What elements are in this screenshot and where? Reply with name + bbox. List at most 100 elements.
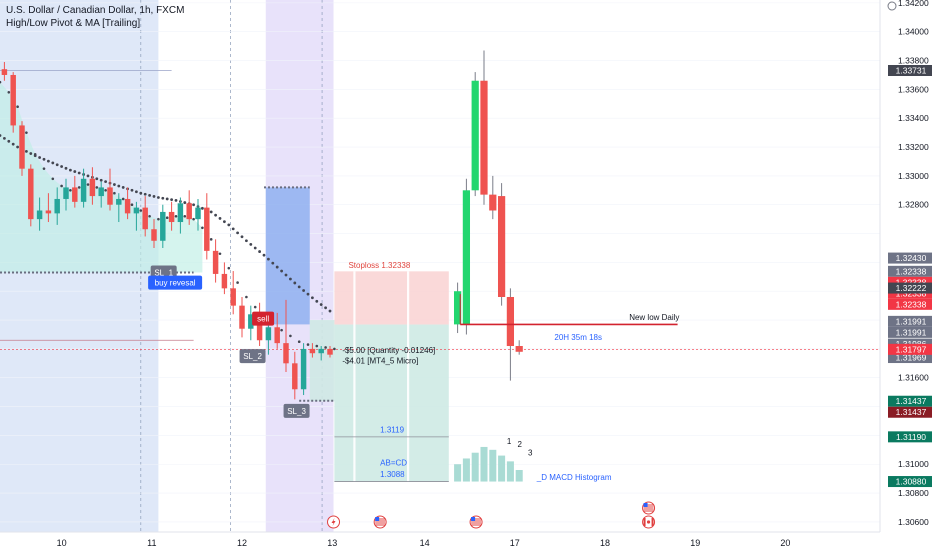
price-badge-box bbox=[888, 298, 932, 310]
candle-23 bbox=[204, 193, 210, 260]
price-badge-box bbox=[888, 406, 932, 418]
ma-slow-dot bbox=[113, 183, 116, 186]
price-badge-box bbox=[888, 352, 932, 364]
candle-18 bbox=[160, 204, 166, 248]
candle-42 bbox=[489, 175, 497, 220]
stoploss-label: Stoploss 1.32338 bbox=[348, 261, 410, 270]
sl-3-tag-box bbox=[283, 403, 310, 418]
ma-fast-dot bbox=[104, 189, 107, 192]
candle-7 bbox=[63, 178, 69, 211]
candle-body bbox=[506, 296, 515, 347]
ma-slow-dot bbox=[218, 217, 222, 220]
candle-body bbox=[10, 74, 16, 126]
ma-slow-dot bbox=[11, 142, 15, 146]
ma-fast-dot bbox=[201, 226, 204, 230]
ma-fast-dot bbox=[324, 346, 327, 349]
y-tick-label-14: 1.33400 bbox=[898, 113, 929, 123]
macd-bar-1 bbox=[462, 458, 470, 482]
candle-10 bbox=[89, 167, 96, 205]
ma-fast-dot bbox=[209, 238, 213, 241]
ma-fast-dot bbox=[165, 216, 169, 220]
wave-label-2: 2 bbox=[517, 440, 522, 449]
ma-slow-dot bbox=[297, 285, 301, 289]
price-badge-box bbox=[888, 265, 932, 277]
ma-slow-dot bbox=[271, 261, 275, 265]
price-badge-11: 1.31797 bbox=[888, 343, 932, 355]
ma-slow-dot bbox=[152, 195, 156, 198]
ma-slow-dot bbox=[0, 134, 2, 137]
candle-25 bbox=[221, 262, 228, 295]
ca-flag-icon bbox=[642, 515, 656, 529]
ma-fast-dot bbox=[51, 177, 55, 181]
price-badge-box bbox=[888, 315, 932, 327]
ma-fast-dot bbox=[60, 184, 63, 188]
ma-slow-dot bbox=[135, 190, 138, 194]
y-tick-label-16: 1.33800 bbox=[898, 56, 929, 66]
wave-label-1: 1 bbox=[507, 437, 512, 446]
price-badge-12: 1.31437 bbox=[888, 395, 932, 407]
ma-fast-dot bbox=[148, 214, 151, 218]
ma-slow-dot bbox=[324, 306, 327, 310]
x-tick-label-0: 10 bbox=[57, 538, 67, 548]
candle-4 bbox=[36, 197, 43, 231]
ma-slow-dot bbox=[328, 309, 332, 313]
ma-fast-dot bbox=[174, 214, 178, 218]
price-badge-text: 1.31437 bbox=[896, 407, 927, 417]
ma-slow-dot bbox=[231, 227, 235, 231]
price-badge-3: 1.32338 bbox=[888, 276, 932, 288]
candle-body bbox=[89, 178, 96, 197]
ma-slow-dot bbox=[143, 192, 147, 196]
ma-slow-dot bbox=[253, 246, 257, 250]
candle-39 bbox=[462, 178, 471, 335]
new-low-label: New low Daily bbox=[629, 313, 679, 322]
candle-37 bbox=[327, 346, 333, 358]
ma-slow-dot bbox=[161, 196, 165, 200]
price-badge-5: 1.32338 bbox=[888, 298, 932, 310]
price-badge-text: 1.32430 bbox=[896, 253, 927, 263]
projection-zone-blue bbox=[265, 187, 310, 325]
sell-signal-tag-box bbox=[252, 311, 275, 326]
ma-slow-dot bbox=[227, 223, 231, 227]
macd-bar-4 bbox=[489, 449, 497, 482]
ma-slow-dot bbox=[148, 193, 152, 197]
price-badge-text: 1.32338 bbox=[896, 299, 927, 309]
candle-19 bbox=[168, 201, 175, 231]
price-badge-10: 1.31969 bbox=[888, 352, 932, 364]
ma-slow-dot bbox=[170, 198, 174, 202]
ma-fast-dot bbox=[86, 183, 90, 186]
candle-11 bbox=[98, 181, 104, 208]
ma-slow-dot bbox=[60, 165, 63, 168]
x-tick-label-2: 12 bbox=[237, 538, 247, 548]
price-badge-text: 1.30880 bbox=[896, 477, 927, 487]
ma-fast-dot bbox=[157, 217, 160, 221]
y-tick-label-12: 1.33000 bbox=[898, 171, 929, 181]
ma-slow-dot bbox=[95, 177, 99, 181]
x-tick-label-3: 13 bbox=[327, 538, 337, 548]
price-badge-box bbox=[888, 476, 932, 488]
candle-26 bbox=[230, 271, 236, 315]
price-badge-text: 1.31797 bbox=[896, 344, 927, 354]
ma-fast-dot bbox=[297, 340, 301, 343]
price-badge-text: 1.31991 bbox=[896, 316, 927, 326]
ma-slow-dot bbox=[245, 239, 248, 243]
y-tick-label-15: 1.33600 bbox=[898, 84, 929, 94]
us-flag-icon-2-canton bbox=[471, 517, 476, 521]
sell-signal-tag: sell bbox=[252, 311, 275, 326]
price-badge-13: 1.31437 bbox=[888, 406, 932, 418]
price-badge-15: 1.30880 bbox=[888, 476, 932, 488]
ma-slow-dot bbox=[192, 203, 196, 207]
sl-2-tag-box bbox=[239, 349, 266, 364]
ma-slow-dot bbox=[16, 145, 19, 149]
ma-fast-dot bbox=[139, 209, 143, 212]
candle-35 bbox=[309, 343, 316, 358]
ma-slow-dot bbox=[25, 149, 28, 153]
ma-slow-dot bbox=[311, 296, 314, 300]
x-tick-label-6: 18 bbox=[600, 538, 610, 548]
zone-divider-1 bbox=[407, 271, 410, 482]
macd-bar-6 bbox=[506, 461, 514, 482]
candle-34 bbox=[300, 343, 307, 396]
macd-bar-0 bbox=[454, 464, 462, 482]
price-badge-box bbox=[888, 276, 932, 288]
